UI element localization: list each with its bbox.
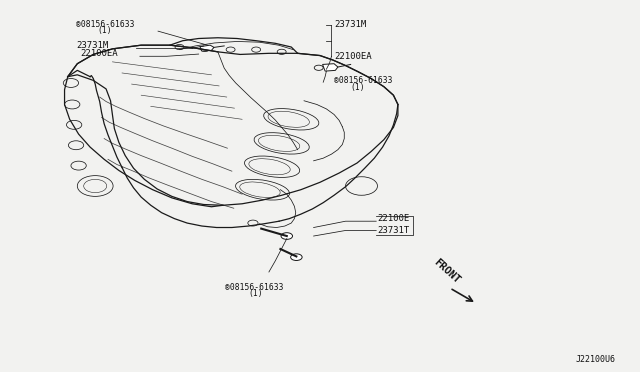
Text: FRONT: FRONT bbox=[432, 257, 461, 285]
Text: 22100E: 22100E bbox=[378, 214, 410, 223]
Text: 23731T: 23731T bbox=[378, 227, 410, 235]
Polygon shape bbox=[323, 64, 338, 71]
Circle shape bbox=[291, 254, 302, 260]
Text: ®08156-61633: ®08156-61633 bbox=[76, 20, 134, 29]
Text: 22100EA: 22100EA bbox=[81, 49, 118, 58]
Text: 23731M: 23731M bbox=[334, 20, 366, 29]
Text: (1): (1) bbox=[248, 289, 263, 298]
Circle shape bbox=[281, 233, 292, 239]
Text: (1): (1) bbox=[98, 26, 113, 35]
Text: ®08156-61633: ®08156-61633 bbox=[334, 76, 392, 85]
Text: 22100EA: 22100EA bbox=[334, 52, 372, 61]
Text: (1): (1) bbox=[351, 83, 365, 92]
Text: 23731M: 23731M bbox=[76, 41, 108, 50]
Text: J22100U6: J22100U6 bbox=[575, 355, 616, 364]
Text: ®08156-61633: ®08156-61633 bbox=[225, 283, 284, 292]
Polygon shape bbox=[200, 45, 214, 51]
